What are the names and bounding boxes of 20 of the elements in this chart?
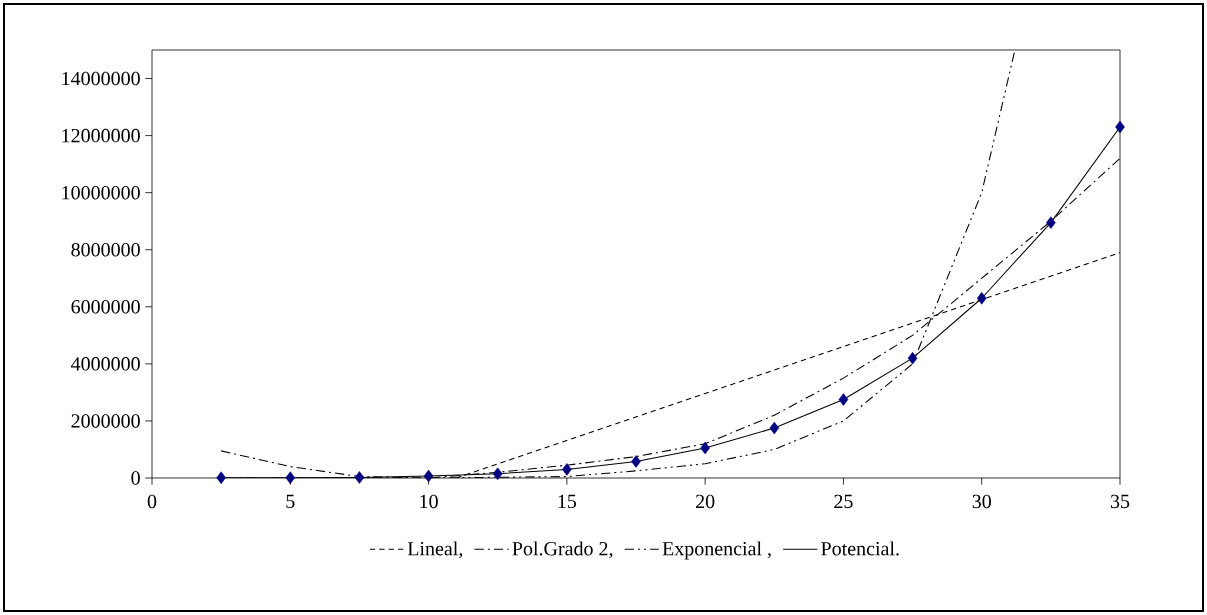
y-tick-label: 14000000 [62,71,140,86]
legend-label: Pol.Grado 2, [512,541,613,559]
y-tick-label: 10000000 [62,185,140,200]
legend-label: Lineal, [407,541,463,559]
y-tick-label: 0 [131,471,140,485]
x-tick-label: 10 [420,494,438,509]
x-tick-label: 5 [286,494,295,508]
x-tick-label: 15 [558,494,577,509]
legend-label: Exponencial , [662,541,771,560]
x-tick-label: 35 [1110,494,1130,509]
legend-label: Potencial. [821,541,899,556]
x-tick-label: 25 [834,494,853,509]
y-tick-label: 6000000 [71,300,140,314]
y-tick-label: 12000000 [62,128,140,143]
y-tick-label: 2000000 [71,414,140,428]
x-tick-label: 0 [147,494,157,509]
y-tick-label: 8000000 [71,242,140,257]
x-tick-label: 20 [696,494,715,509]
x-tick-label: 30 [972,494,991,509]
y-tick-label: 4000000 [71,357,140,371]
